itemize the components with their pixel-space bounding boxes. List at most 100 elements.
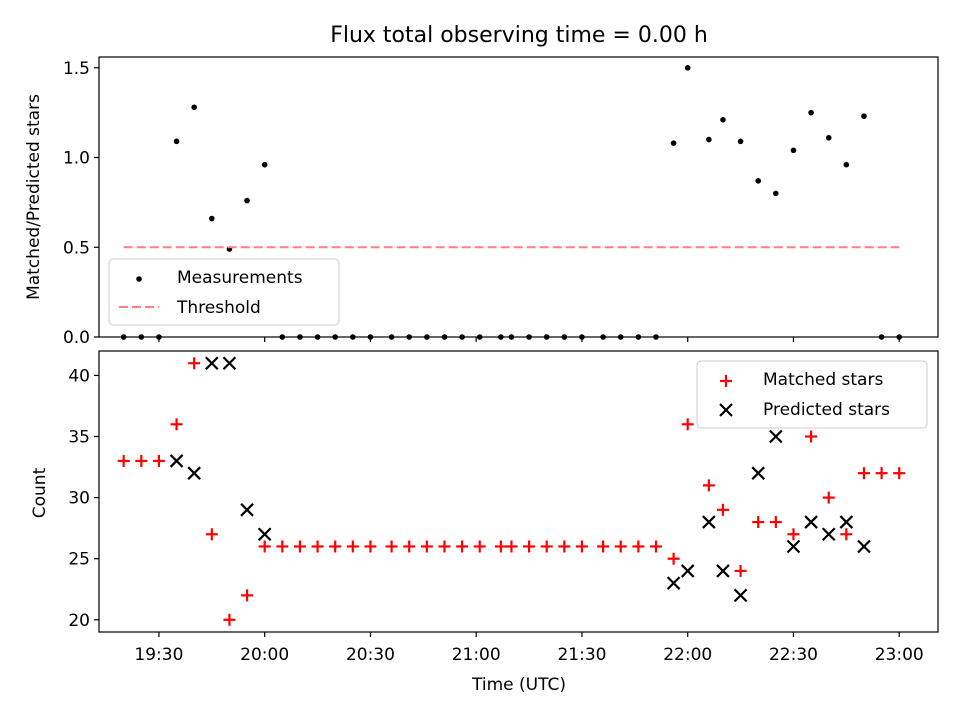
legend-matched-marker [720,375,732,387]
chart-title: Flux total observing time = 0.00 h [330,23,708,48]
bottom-legend: Matched stars Predicted stars [696,360,928,429]
x-tick-label: 23:00 [875,645,924,665]
measurement-point [825,134,832,141]
measurement-point [406,334,413,340]
top-y-tick-label: 1.0 [63,149,90,169]
matched-star-marker [223,613,236,626]
matched-star-marker [787,528,800,541]
measurement-point [561,334,568,340]
measurement-point [498,334,504,340]
matched-star-marker [117,454,130,467]
measurement-point [684,64,691,71]
matched-star-marker [575,540,588,553]
measurement-point [314,334,321,340]
measurement-point [156,334,162,340]
x-tick-label: 22:00 [663,645,712,665]
legend-measurements-label: Measurements [177,268,303,288]
legend-predicted-label: Predicted stars [763,400,890,420]
x-tick-label: 21:00 [452,645,501,665]
matched-star-marker [875,467,888,480]
measurement-point [543,334,550,340]
predicted-star-marker [716,564,730,578]
matched-star-marker [702,479,715,492]
predicted-star-marker [666,576,681,590]
predicted-star-marker [821,527,836,542]
top-legend: Measurements Threshold [108,258,340,326]
measurement-point [173,138,180,145]
bottom-axes-frame [98,350,939,633]
measurement-point [617,334,624,340]
matched-star-marker [346,540,359,553]
measurement-point [600,334,606,340]
measurement-point [297,334,303,340]
top-y-tick-label: 0.0 [63,328,90,348]
predicted-star-marker [857,539,871,554]
matched-star-marker [403,540,416,553]
matched-star-marker [385,540,398,553]
matched-star-marker [681,418,694,431]
predicted-star-marker [257,527,272,542]
x-tick-label: 20:00 [240,645,289,665]
matched-star-marker [632,540,645,553]
bottom-y-tick-label: 30 [68,489,90,509]
measurement-point [878,334,885,340]
top-y-tick-label: 0.5 [63,238,90,258]
matched-star-marker [840,528,853,541]
ratio-panel: 0.0 0.5 1.0 1.5 Measurements Threshold [63,56,939,348]
measurement-point [896,334,903,340]
matched-star-marker [152,454,165,467]
measurement-point [138,334,145,340]
predicted-star-marker [769,429,783,444]
top-legend-box [108,258,340,326]
matched-star-marker [769,516,782,529]
predicted-star-marker [222,356,237,370]
measurement-point [635,334,642,340]
measurement-point [790,147,797,154]
matched-star-marker [805,430,818,443]
measurement-point [476,334,483,340]
matched-star-marker [276,540,289,553]
matched-star-marker [505,540,518,553]
top-y-axis-label: Matched/Predicted stars [24,94,44,300]
top-axes-frame [98,56,939,338]
matched-star-marker [667,552,680,565]
measurement-point [244,197,250,204]
matched-star-marker [494,540,507,553]
bottom-y-tick-label: 40 [68,366,90,386]
matched-star-marker [258,540,271,553]
measurement-point [279,334,286,340]
matched-star-marker [311,540,324,553]
measurement-point [706,136,712,143]
matched-star-marker [649,540,662,553]
measurement-point [261,161,268,168]
bottom-y-axis-label: Count [30,467,50,518]
measurement-point [424,334,430,340]
matched-star-marker [597,540,610,553]
predicted-star-marker [702,515,716,529]
measurement-point [755,178,762,184]
matched-star-marker [716,503,729,516]
matched-star-marker [329,540,342,553]
matched-star-marker [364,540,377,553]
predicted-star-marker [205,356,219,370]
top-y-tick-label: 1.5 [63,59,90,79]
x-tick-label: 19:30 [134,645,183,665]
matched-star-marker [523,540,536,553]
bottom-y-tick-label: 35 [68,428,90,448]
matched-star-marker [822,491,835,504]
matched-star-marker [420,540,433,553]
matched-star-marker [540,540,553,553]
predicted-star-marker [751,466,765,480]
measurement-point [441,334,448,340]
predicted-star-marker [786,539,801,554]
matched-star-marker [170,418,183,431]
x-tick-label: 22:30 [769,645,818,665]
legend-measurements-marker [136,276,142,282]
measurement-point [332,334,338,340]
bottom-y-tick-label: 25 [68,550,90,570]
predicted-star-marker [680,564,695,578]
matched-star-marker [558,540,571,553]
predicted-star-marker [733,588,748,603]
measurement-point [367,334,374,340]
predicted-star-marker [240,503,254,517]
